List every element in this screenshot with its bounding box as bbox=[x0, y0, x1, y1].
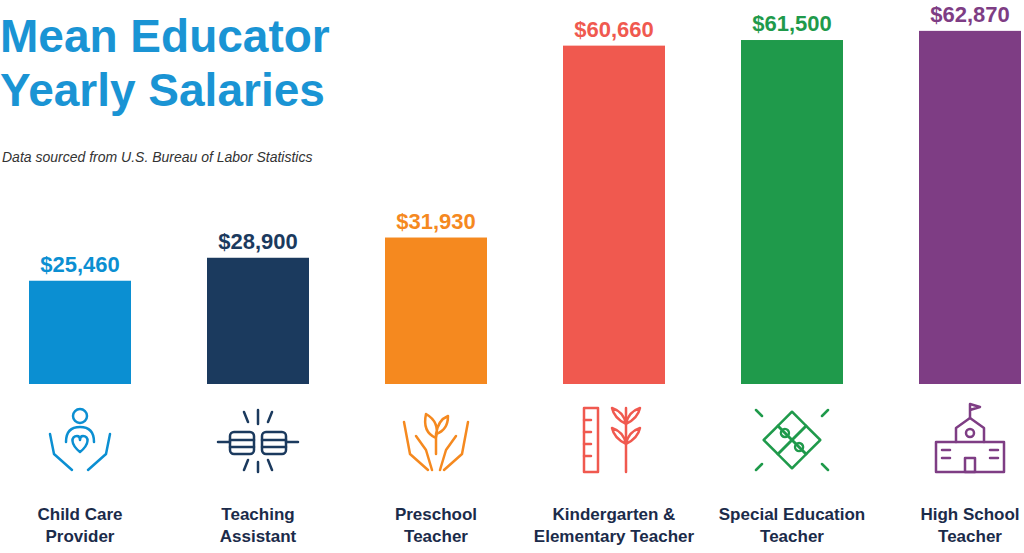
title-line: Mean Educator bbox=[0, 10, 330, 62]
chart-svg: Mean EducatorYearly Salaries Data sourced… bbox=[0, 0, 1024, 553]
bar bbox=[207, 258, 309, 384]
icon-part bbox=[792, 426, 820, 454]
category-line: Preschool bbox=[395, 505, 477, 524]
data-label: $28,900 bbox=[218, 229, 298, 254]
icon-part bbox=[584, 420, 591, 456]
category-line: Child Care bbox=[37, 505, 122, 524]
category-line: Teacher bbox=[760, 527, 824, 546]
bar bbox=[385, 238, 487, 384]
icon bbox=[218, 410, 298, 472]
icon-part bbox=[779, 427, 790, 438]
icon-part bbox=[956, 418, 984, 442]
category-line: Elementary Teacher bbox=[534, 527, 695, 546]
icon-part bbox=[778, 412, 806, 440]
bar bbox=[919, 31, 1021, 384]
subtitle: Data sourced from U.S. Bureau of Labor S… bbox=[2, 149, 312, 165]
icon-part bbox=[73, 409, 87, 423]
category-line: Provider bbox=[46, 527, 115, 546]
category-label: Kindergarten & Elementary Teacher bbox=[534, 505, 695, 546]
category-label: Preschool Teacher bbox=[395, 505, 477, 546]
data-label: $60,660 bbox=[574, 17, 654, 42]
icon-part bbox=[764, 412, 821, 469]
icon-part bbox=[244, 410, 272, 472]
category-label: Child Care Provider bbox=[37, 505, 122, 546]
data-label: $25,460 bbox=[40, 252, 120, 277]
icon-part bbox=[584, 408, 598, 472]
category-line: High School bbox=[920, 505, 1019, 524]
icons bbox=[50, 404, 1004, 472]
data-label: $31,930 bbox=[396, 209, 476, 234]
icon-part bbox=[262, 432, 286, 454]
category-line: Special Education bbox=[719, 505, 865, 524]
icon bbox=[50, 409, 110, 470]
labels: $25,460 Child Care Provider $28,900 Teaching… bbox=[37, 2, 1019, 546]
icon-part bbox=[612, 428, 640, 444]
bar bbox=[741, 40, 843, 384]
category-line: Teacher bbox=[404, 527, 468, 546]
icon-part bbox=[764, 426, 792, 454]
title: Mean EducatorYearly Salaries bbox=[0, 10, 330, 116]
data-label: $62,870 bbox=[930, 2, 1010, 27]
category-line: Teaching bbox=[221, 505, 294, 524]
category-line: Assistant bbox=[220, 527, 297, 546]
icon-part bbox=[966, 429, 974, 437]
icon bbox=[404, 414, 468, 470]
icon bbox=[936, 404, 1004, 472]
icon-part bbox=[965, 458, 975, 472]
icon-part bbox=[793, 441, 804, 452]
icon bbox=[756, 410, 828, 470]
icon-part bbox=[612, 408, 640, 424]
bars bbox=[29, 31, 1021, 384]
icon-part bbox=[942, 450, 998, 458]
category-label: High School Teacher bbox=[920, 505, 1019, 546]
icon-part bbox=[50, 434, 110, 470]
icon-part bbox=[778, 440, 806, 468]
category-label: Special Education Teacher bbox=[719, 505, 865, 546]
bar bbox=[563, 46, 665, 384]
icon-part bbox=[970, 404, 980, 418]
category-label: Teaching Assistant bbox=[220, 505, 297, 546]
bar bbox=[29, 281, 131, 384]
title-line: Yearly Salaries bbox=[0, 64, 325, 116]
category-line: Kindergarten & bbox=[553, 505, 676, 524]
icon-part bbox=[230, 432, 254, 454]
icon-part bbox=[756, 410, 828, 470]
icon-part bbox=[425, 414, 448, 454]
icon-part bbox=[72, 436, 87, 452]
icon bbox=[584, 408, 640, 472]
data-label: $61,500 bbox=[752, 11, 832, 36]
chart-container: Mean EducatorYearly Salaries Data sourced… bbox=[0, 0, 1024, 553]
category-line: Teacher bbox=[938, 527, 1002, 546]
icon-part bbox=[936, 442, 1004, 472]
icon-part bbox=[218, 440, 298, 447]
